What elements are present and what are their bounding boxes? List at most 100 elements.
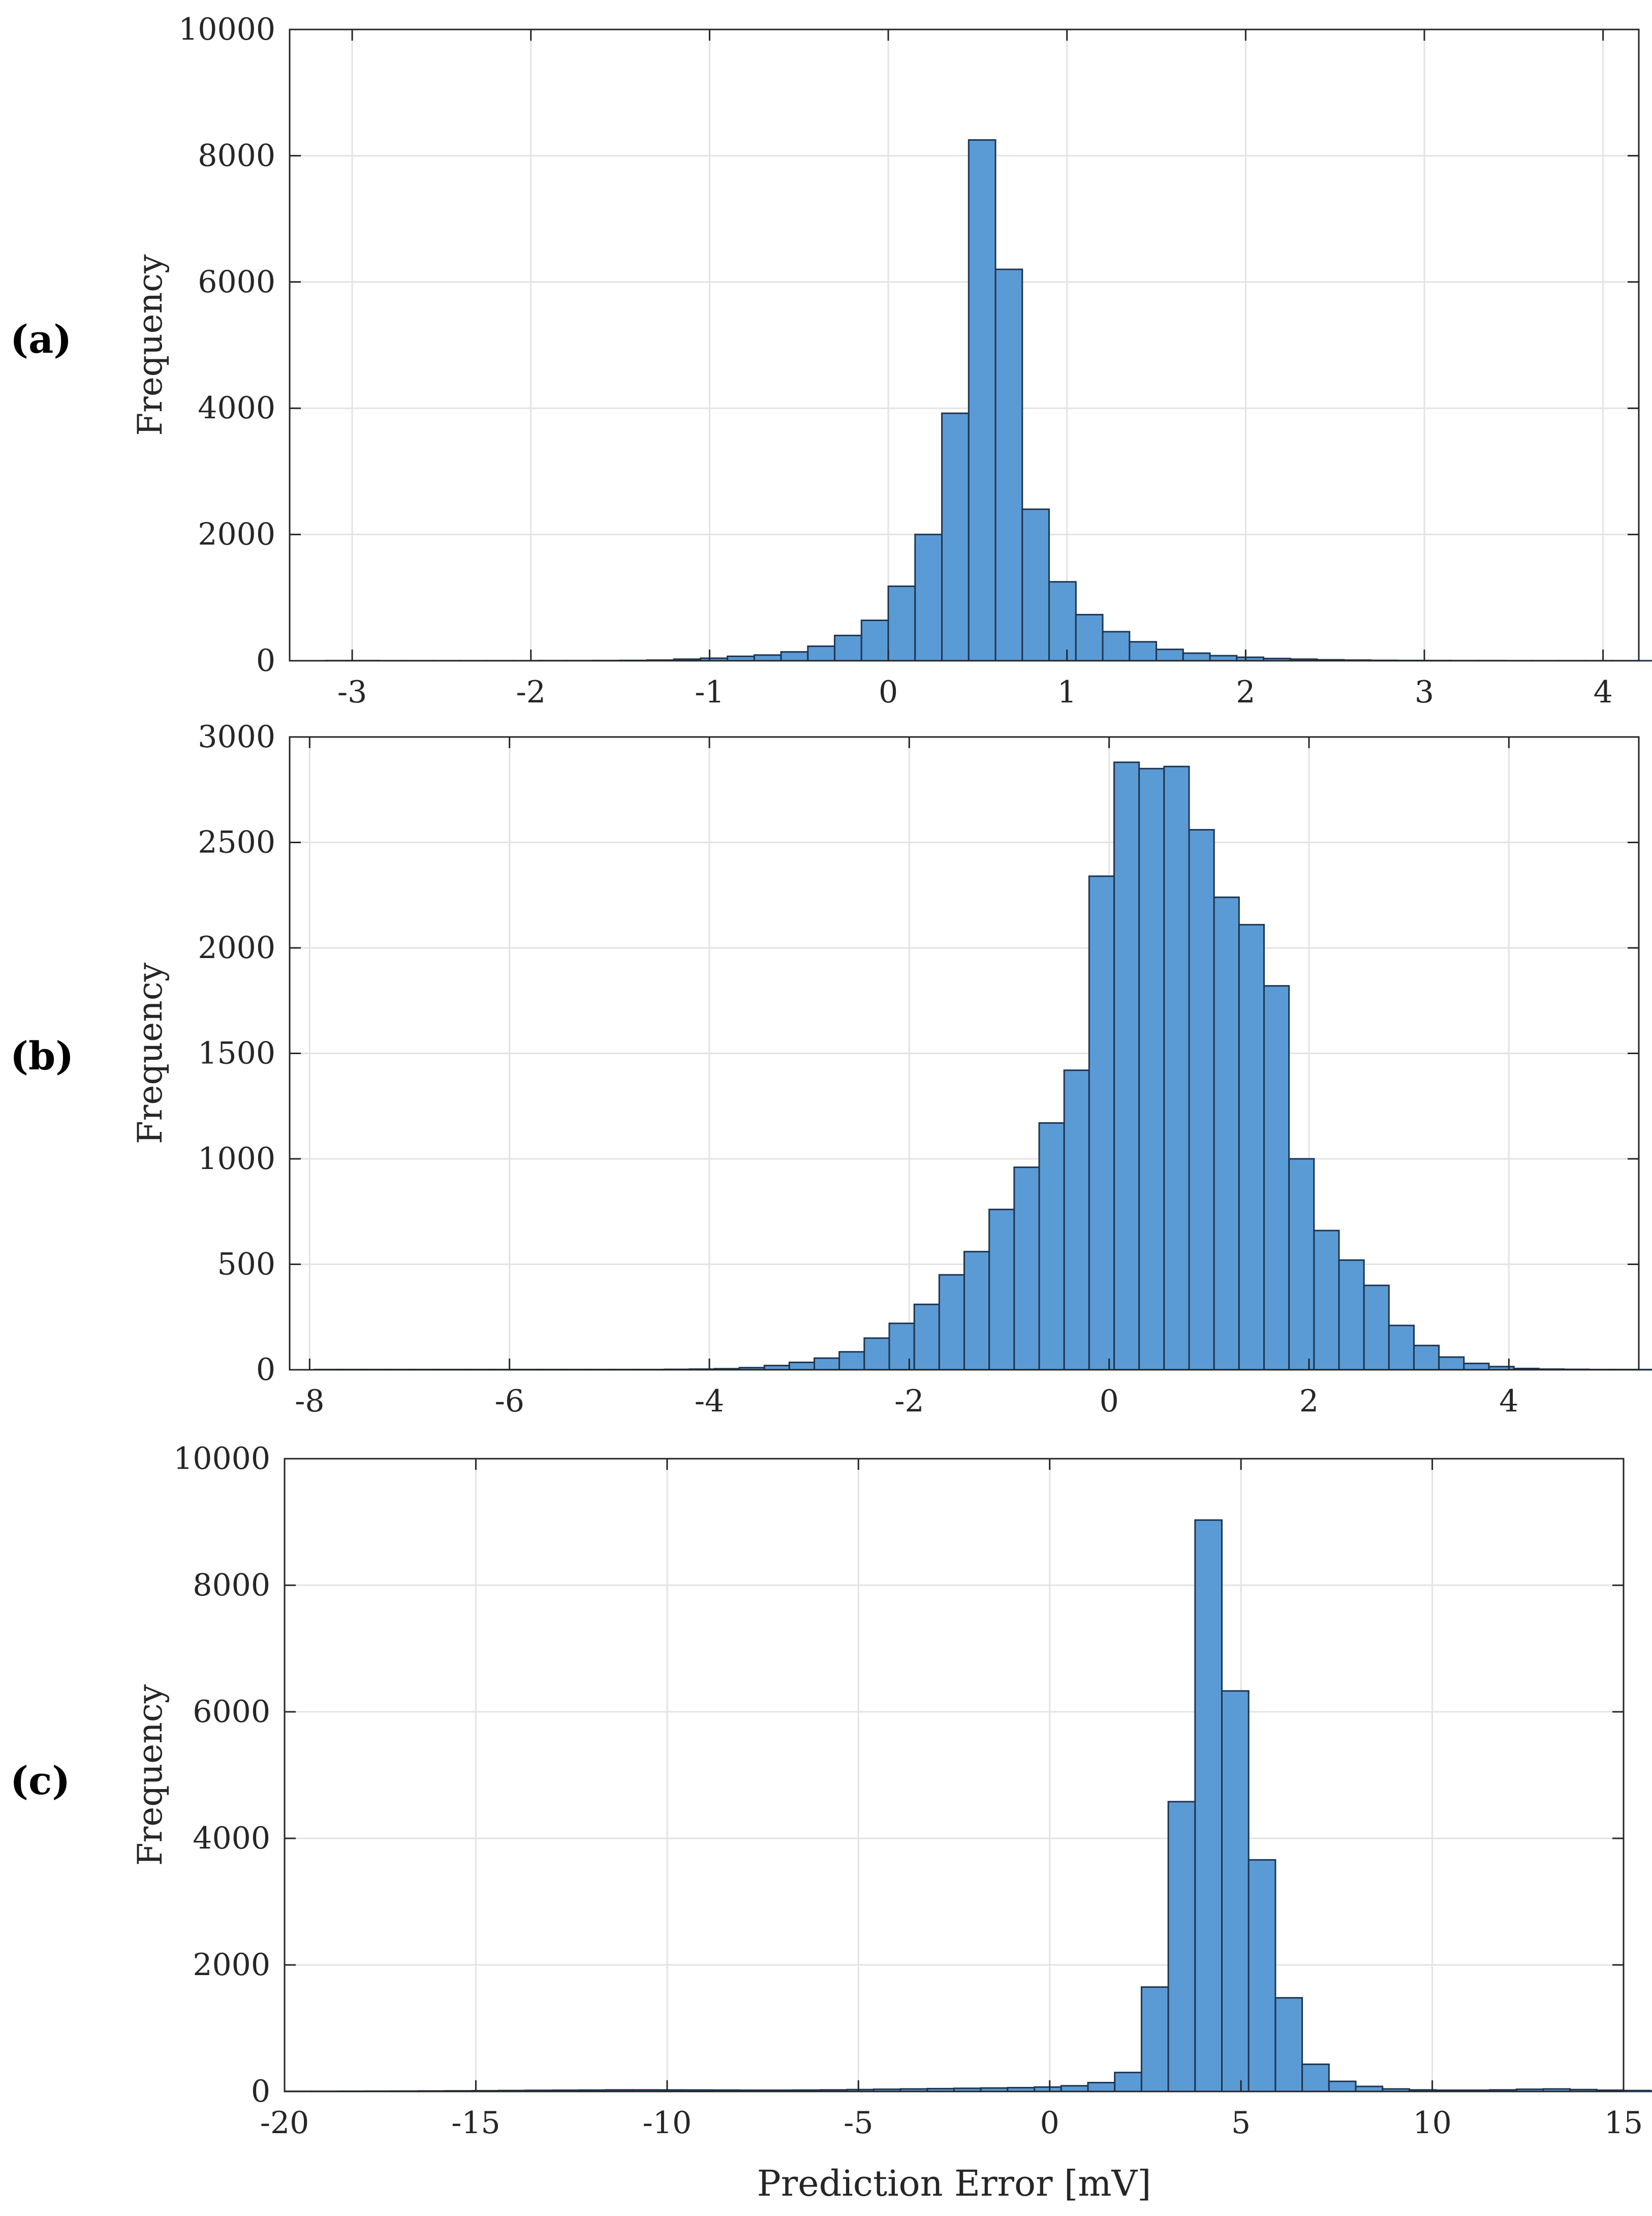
histogram-bar [1021, 508, 1050, 662]
y-tick-label: 6000 [198, 264, 275, 300]
ticks-a: -3 -2 -1 0 1 2 3 4 0 2000 4000 6000 8000 10000 [178, 12, 1639, 710]
histogram-bar [860, 620, 889, 662]
histogram-bar [1438, 1356, 1465, 1371]
histogram-bar [1301, 2063, 1330, 2092]
histogram-bar [1413, 1344, 1440, 1371]
x-tick-label: -10 [643, 2105, 692, 2141]
y-tick-label: 3000 [198, 719, 275, 755]
histogram-bar [834, 634, 862, 662]
histogram-bar [814, 1357, 840, 1371]
histogram-bar [1213, 896, 1240, 1371]
y-tick-label: 0 [256, 643, 275, 679]
x-tick-label: 2 [1299, 1383, 1319, 1419]
histogram-bar [1102, 631, 1131, 662]
x-tick-label: -5 [844, 2105, 873, 2141]
histogram-bar [780, 651, 809, 662]
histogram-bar [887, 585, 916, 662]
y-tick-label: 2000 [198, 517, 275, 552]
histogram-bar [1221, 1690, 1250, 2092]
x-tick-label: -6 [494, 1383, 524, 1419]
histogram-bar [1623, 2089, 1651, 2092]
histogram-bar [913, 1303, 940, 1371]
histogram-bar [1113, 761, 1140, 1371]
x-tick-label: 4 [1499, 1383, 1518, 1419]
y-tick-label: 8000 [193, 1567, 270, 1603]
y-tick-label: 6000 [193, 1694, 270, 1730]
histogram-bar [1182, 652, 1211, 662]
y-tick-label: 1500 [198, 1036, 275, 1071]
histogram-bar [938, 1274, 965, 1371]
y-axis-label: Frequency [131, 962, 170, 1144]
x-tick-label: -4 [695, 1383, 724, 1419]
histogram-bar [1188, 829, 1215, 1371]
x-tick-label: 4 [1594, 674, 1613, 710]
y-tick-label: 2000 [198, 930, 275, 966]
histogram-bar [1048, 581, 1077, 662]
histogram-bar [1114, 2072, 1142, 2092]
histogram-bar [968, 139, 996, 662]
y-axis-label: Frequency [131, 254, 170, 436]
y-tick-label: 1000 [198, 1141, 275, 1177]
histogram-bar [1388, 1325, 1415, 1371]
x-tick-label: -2 [516, 674, 546, 710]
x-tick-label: -1 [695, 674, 724, 710]
panel-b-plot: -8 -6 -4 -2 0 2 4 0 500 1000 1500 2000 2500 3000 Frequ… [131, 719, 1652, 1419]
histogram-bar [1238, 924, 1265, 1371]
histogram-bar [1138, 767, 1165, 1371]
histogram-bar [1129, 641, 1158, 662]
panel-b: (b) -8 -6 -4 -2 0 2 4 0 500 1000 1500 2000 2500 3000 F… [10, 719, 1652, 1419]
y-tick-label: 10000 [173, 1441, 270, 1476]
y-tick-label: 500 [217, 1247, 275, 1282]
y-axis-label: Frequency [131, 1684, 170, 1866]
histogram-bar [1013, 1166, 1040, 1371]
x-tick-label: -15 [451, 2105, 501, 2141]
histogram-bar [1060, 2085, 1089, 2092]
x-tick-label: 0 [879, 674, 898, 710]
histogram-bar [1038, 1122, 1065, 1371]
histogram-bar [863, 1337, 890, 1371]
histogram-bar [1163, 765, 1190, 1371]
axes-box-c [284, 1458, 1625, 2092]
histogram-bar [1338, 1259, 1365, 1371]
y-tick-label: 8000 [198, 138, 275, 173]
x-tick-label: 5 [1231, 2105, 1251, 2141]
histogram-bar [1363, 1284, 1390, 1371]
histogram-bar [838, 1351, 865, 1371]
axes-box-a [289, 28, 1640, 662]
y-tick-label: 4000 [198, 390, 275, 426]
histogram-bar [1156, 649, 1184, 662]
histogram-bar [941, 412, 970, 662]
histogram-bar [788, 1361, 816, 1371]
histogram-bar [963, 1251, 990, 1371]
panel-a-label: (a) [10, 317, 72, 362]
x-tick-label: -2 [894, 1383, 924, 1419]
x-tick-label: 3 [1415, 674, 1434, 710]
histogram-bar [1263, 985, 1290, 1371]
histogram-bar [1140, 1986, 1169, 2092]
panel-a-plot: -3 -2 -1 0 1 2 3 4 0 2000 4000 6000 8000 10000 Frequen… [131, 12, 1652, 710]
histogram-bar [1274, 1997, 1303, 2092]
x-tick-label: -3 [337, 674, 367, 710]
panel-a: (a) -3 -2 -1 0 1 2 3 4 0 2000 4000 6000 8000 10000 Fre… [10, 12, 1652, 710]
y-tick-label: 2000 [193, 1947, 270, 1983]
x-tick-label: 15 [1604, 2105, 1643, 2141]
panel-c-plot: -20 -15 -10 -5 0 5 10 15 0 2000 4000 6000 8000 10000 F… [131, 1441, 1652, 2204]
histogram-bar [988, 1209, 1015, 1371]
y-tick-label: 0 [251, 2074, 270, 2109]
histogram-bar [753, 654, 782, 662]
bars-c [284, 1519, 1652, 2092]
x-tick-label: 10 [1413, 2105, 1451, 2141]
ticks-c: -20 -15 -10 -5 0 5 10 15 0 2000 4000 6000 8000 10000 [173, 1441, 1643, 2141]
x-tick-label: 1 [1057, 674, 1077, 710]
histogram-bar [1288, 1158, 1315, 1371]
histogram-bar [1313, 1229, 1340, 1371]
y-tick-label: 2500 [198, 825, 275, 860]
histogram-bar [1328, 2080, 1357, 2092]
histogram-bar [1087, 2082, 1116, 2092]
histogram-bar [807, 645, 836, 662]
histogram-bar [888, 1322, 915, 1371]
x-axis-label: Prediction Error [mV] [757, 2163, 1151, 2204]
y-tick-label: 0 [256, 1352, 275, 1388]
x-tick-label: -20 [260, 2105, 309, 2141]
